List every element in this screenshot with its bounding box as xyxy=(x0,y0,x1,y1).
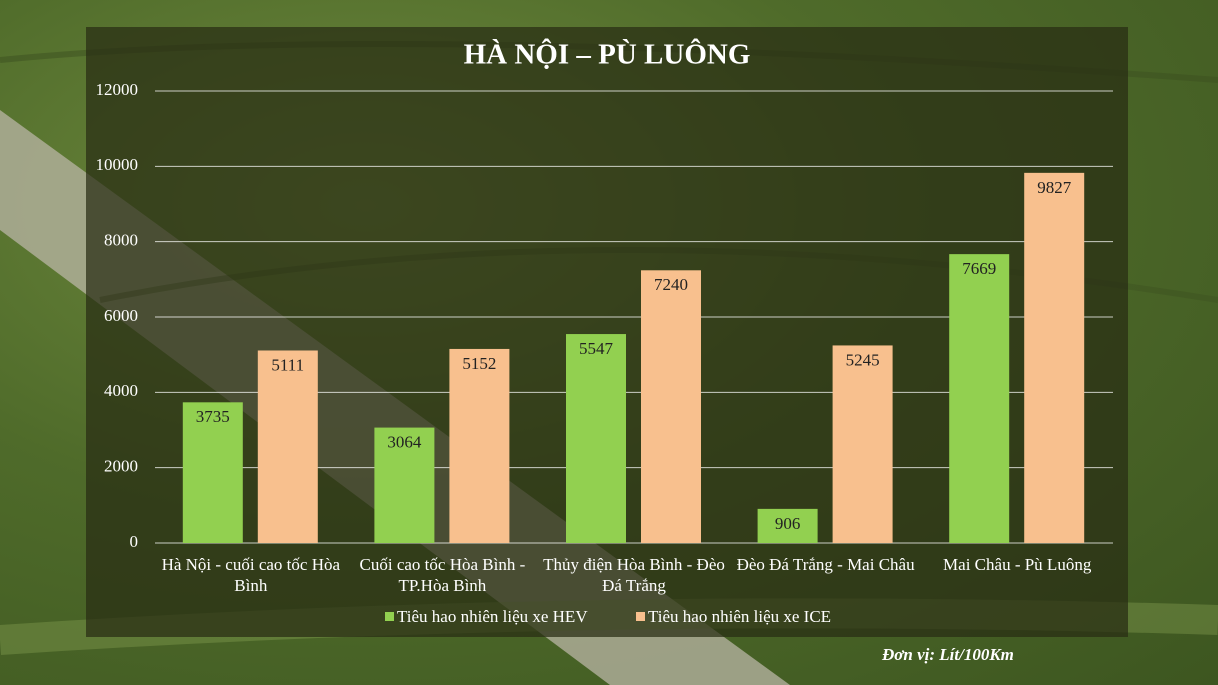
value-label: 906 xyxy=(775,514,801,533)
y-tick-label: 0 xyxy=(130,532,139,551)
x-tick-label: Hà Nội - cuối cao tốc Hòa Bình xyxy=(161,555,341,595)
legend-swatch xyxy=(385,612,394,621)
legend-label: Tiêu hao nhiên liệu xe HEV xyxy=(397,607,588,626)
bar xyxy=(566,334,626,543)
y-tick-label: 10000 xyxy=(96,155,139,174)
bar xyxy=(832,345,893,543)
x-tick-label: Đèo Đá Trắng - Mai Châu xyxy=(736,555,915,574)
y-tick-label: 8000 xyxy=(104,231,138,250)
bar xyxy=(257,350,318,543)
y-tick-label: 6000 xyxy=(104,306,138,325)
value-label: 5152 xyxy=(462,354,496,373)
legend-swatch xyxy=(636,612,645,621)
x-tick-label: Cuối cao tốc Hòa Bình - TP.Hòa Bình xyxy=(359,555,526,595)
value-label: 5245 xyxy=(846,350,880,369)
bar xyxy=(182,402,243,543)
bar xyxy=(449,348,510,543)
x-tick-label: Thủy điện Hòa Bình - Đèo Đá Trắng xyxy=(543,555,725,595)
x-tick-label: Mai Châu - Pù Luông xyxy=(943,555,1092,574)
unit-note: Đơn vị: Lít/100Km xyxy=(882,645,1014,664)
value-label: 7240 xyxy=(654,275,688,294)
value-label: 9827 xyxy=(1037,178,1072,197)
value-label: 7669 xyxy=(962,259,996,278)
value-label: 5111 xyxy=(271,355,304,374)
bar xyxy=(1024,172,1085,543)
value-label: 3735 xyxy=(196,407,230,426)
bar xyxy=(949,254,1010,543)
value-label: 5547 xyxy=(579,339,614,358)
y-tick-label: 4000 xyxy=(104,381,138,400)
value-label: 3064 xyxy=(387,432,422,451)
y-tick-label: 2000 xyxy=(104,457,138,476)
bar xyxy=(757,508,818,543)
chart-title: HÀ NỘI – PÙ LUÔNG xyxy=(464,38,751,71)
bar xyxy=(374,427,435,543)
y-tick-label: 12000 xyxy=(96,80,139,99)
bar xyxy=(641,270,701,543)
legend-label: Tiêu hao nhiên liệu xe ICE xyxy=(648,607,831,626)
